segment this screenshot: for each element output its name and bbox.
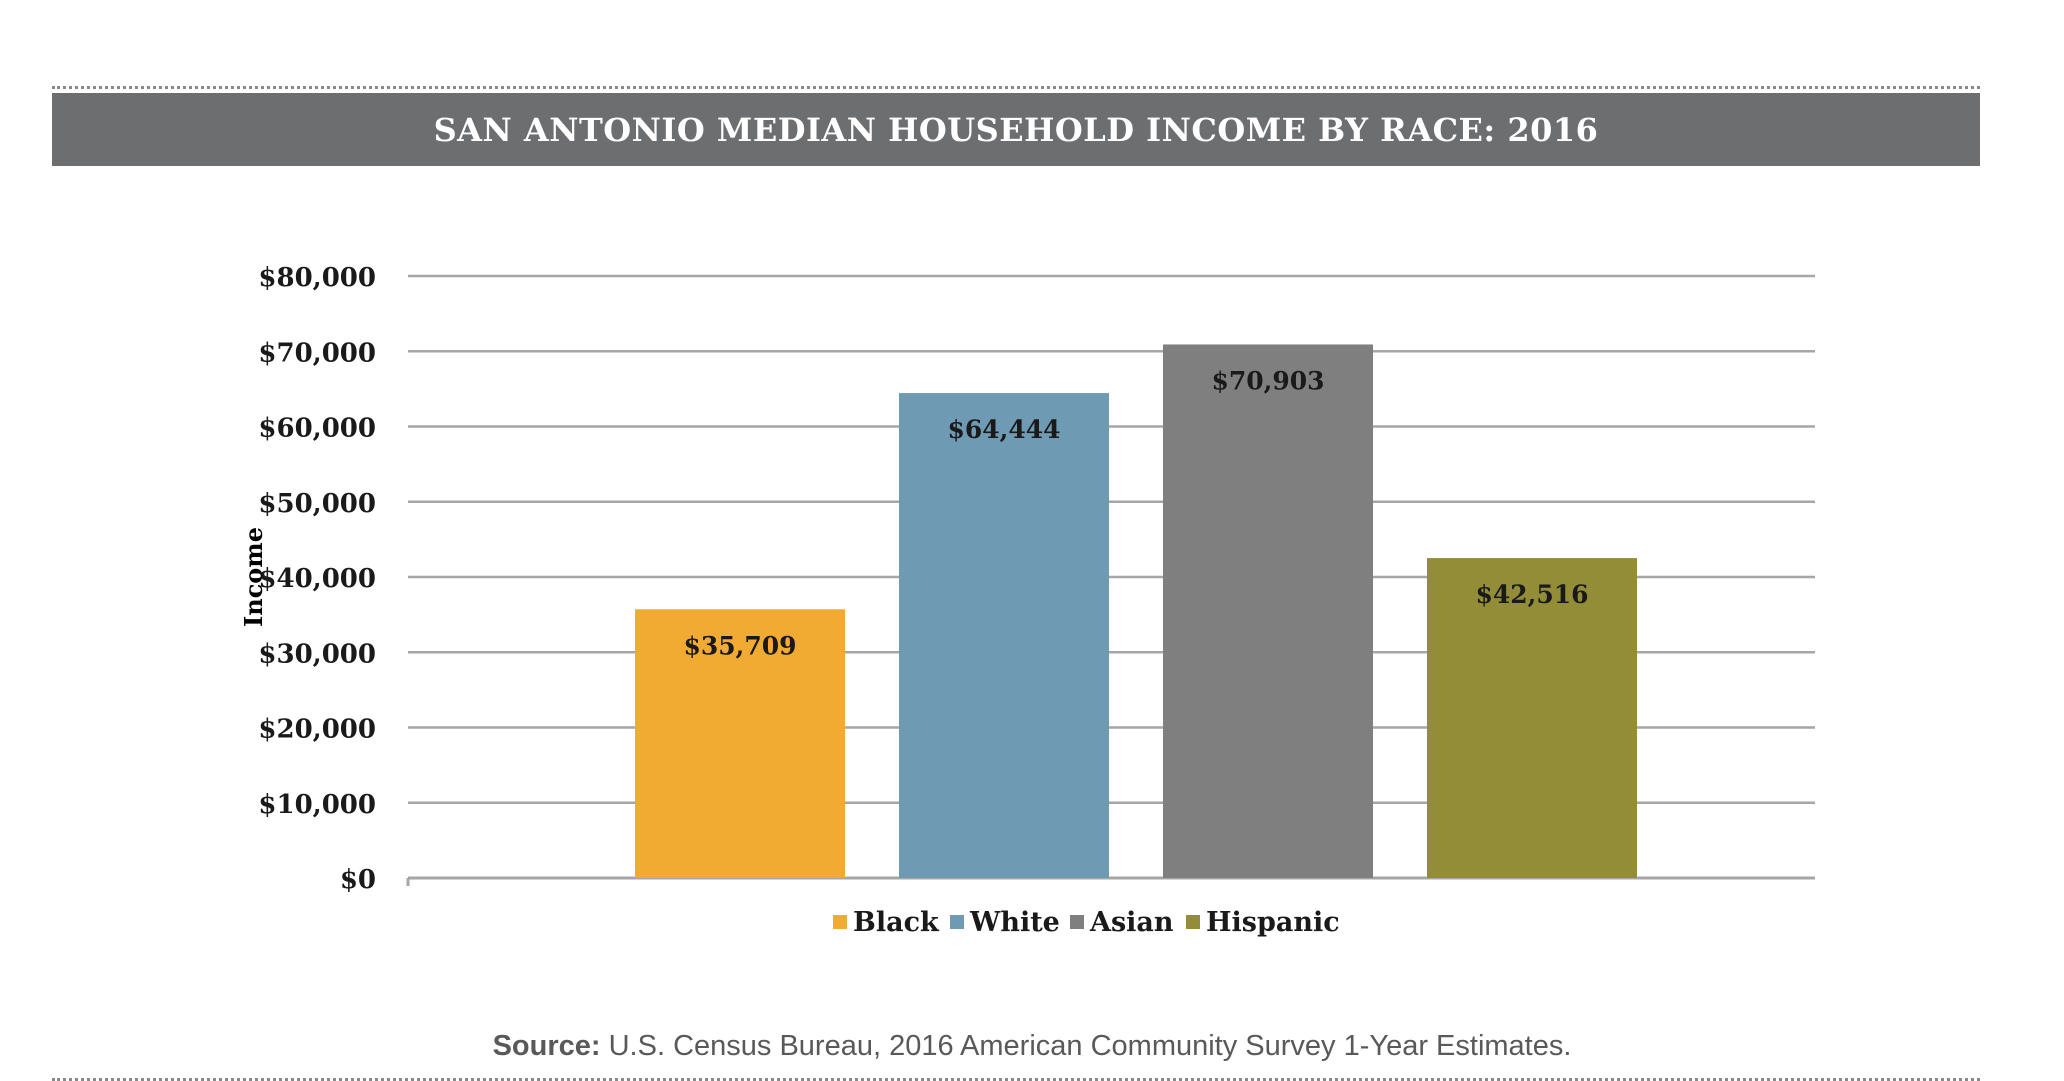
legend-label-black: Black (853, 907, 940, 938)
y-tick-label: $70,000 (258, 338, 376, 368)
legend-label-hispanic: Hispanic (1206, 907, 1340, 938)
legend-label-asian: Asian (1089, 907, 1174, 938)
y-axis-label: Income (239, 527, 268, 627)
y-tick-label: $60,000 (258, 414, 376, 444)
data-label-white: $64,444 (947, 415, 1060, 444)
bar-asian (1163, 344, 1373, 878)
legend-swatch-hispanic (1186, 915, 1200, 929)
source-note: Source: U.S. Census Bureau, 2016 America… (0, 1030, 2064, 1063)
legend-swatch-black (833, 915, 847, 929)
bar-hispanic (1427, 558, 1637, 878)
source-label: Source: (492, 1030, 601, 1062)
y-tick-label: $0 (340, 865, 376, 895)
y-tick-label: $80,000 (258, 263, 376, 293)
y-tick-label: $20,000 (258, 715, 376, 745)
bar-white (899, 393, 1109, 878)
top-dotted-rule (52, 86, 1980, 89)
y-tick-label: $40,000 (258, 564, 376, 594)
y-tick-label: $30,000 (258, 639, 376, 669)
bar-black (635, 609, 845, 878)
y-axis-tick-labels: $0 $10,000 $20,000 $30,000 $40,000 $50,000 $60… (258, 263, 376, 895)
title-bar: SAN ANTONIO MEDIAN HOUSEHOLD INCOME BY R… (52, 93, 1980, 166)
data-labels: $35,709 $64,444 $70,903 $42,516 (683, 366, 1588, 660)
data-label-asian: $70,903 (1211, 366, 1324, 395)
legend-swatch-white (950, 915, 964, 929)
data-label-hispanic: $42,516 (1475, 580, 1588, 609)
source-text: U.S. Census Bureau, 2016 American Commun… (608, 1030, 1572, 1062)
bars (635, 344, 1637, 878)
chart-title: SAN ANTONIO MEDIAN HOUSEHOLD INCOME BY R… (433, 110, 1599, 149)
y-tick-label: $50,000 (258, 489, 376, 519)
data-label-black: $35,709 (683, 631, 796, 660)
legend: Black White Asian Hispanic (833, 907, 1340, 938)
legend-label-white: White (969, 907, 1060, 938)
legend-swatch-asian (1070, 915, 1084, 929)
y-tick-label: $10,000 (258, 790, 376, 820)
